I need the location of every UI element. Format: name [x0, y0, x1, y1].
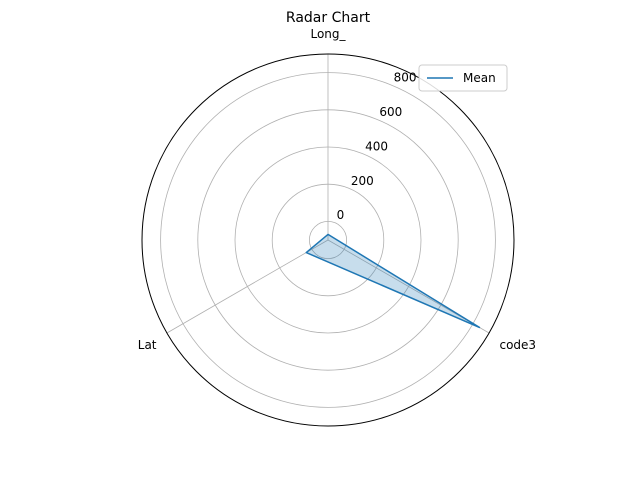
axis-label: Long_	[310, 27, 346, 41]
radial-tick-label: 800	[394, 71, 417, 85]
radial-tick-label: 200	[351, 174, 374, 188]
legend-box	[418, 64, 508, 92]
legend-label: Mean	[463, 71, 496, 85]
series-line	[305, 233, 481, 329]
series-fill	[306, 234, 480, 328]
radar-labels: 0 200 400 600 800 Long_ code3 Lat	[138, 27, 536, 352]
legend: Mean	[418, 64, 508, 92]
radar-series-layer	[305, 233, 481, 329]
radial-tick-label: 0	[337, 208, 345, 222]
chart-title: Radar Chart	[286, 10, 371, 26]
polar-frame	[141, 53, 515, 427]
radial-tick-label: 400	[365, 139, 388, 153]
axis-label: Lat	[138, 338, 157, 352]
grid-spoke	[166, 239, 329, 334]
radial-tick-label: 600	[379, 105, 402, 119]
axis-label: code3	[499, 338, 536, 352]
